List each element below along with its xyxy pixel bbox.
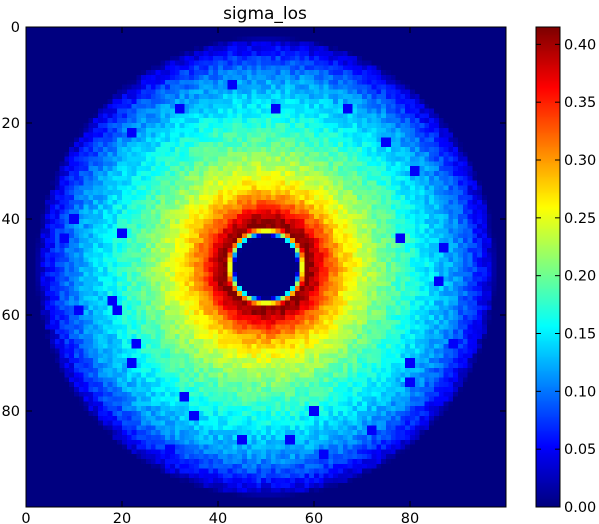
colorbar-tick-label: 0.25 xyxy=(564,211,596,227)
heatmap-image xyxy=(26,27,506,507)
x-tick-label: 80 xyxy=(401,511,419,524)
colorbar-tick-label: 0.40 xyxy=(564,37,596,53)
heatmap-image-wrapper xyxy=(26,27,506,507)
plot-frame xyxy=(25,26,507,508)
colorbar-tick-label: 0.20 xyxy=(564,269,596,285)
colorbar-tick-label: 0.10 xyxy=(564,384,596,400)
y-tick-label: 60 xyxy=(2,308,20,324)
colorbar-gradient xyxy=(536,27,560,507)
colorbar-tick-label: 0.15 xyxy=(564,327,596,343)
y-tick-label: 0 xyxy=(11,20,20,36)
x-tick-label: 0 xyxy=(21,511,30,524)
y-tick-label: 20 xyxy=(2,116,20,132)
y-tick-label: 80 xyxy=(2,404,20,420)
colorbar-gradient-wrapper xyxy=(536,27,560,507)
x-tick-label: 60 xyxy=(305,511,323,524)
x-axis: 0 20 40 60 80 xyxy=(21,27,419,524)
colorbar-tick-label: 0.00 xyxy=(564,500,596,516)
colorbar-tick-label: 0.30 xyxy=(564,153,596,169)
colorbar-tick-label: 0.05 xyxy=(564,442,596,458)
y-axis: 0 20 40 60 80 xyxy=(2,20,506,420)
colorbar-tick-label: 0.35 xyxy=(564,95,596,111)
chart-title: sigma_los xyxy=(223,4,307,24)
colorbar-axis: 0.00 0.05 0.10 0.15 0.20 0.25 0.30 0.35 0.40 xyxy=(536,37,596,516)
x-tick-label: 40 xyxy=(209,511,227,524)
y-tick-label: 40 xyxy=(2,212,20,228)
x-tick-label: 20 xyxy=(113,511,131,524)
colorbar-frame xyxy=(535,26,561,508)
